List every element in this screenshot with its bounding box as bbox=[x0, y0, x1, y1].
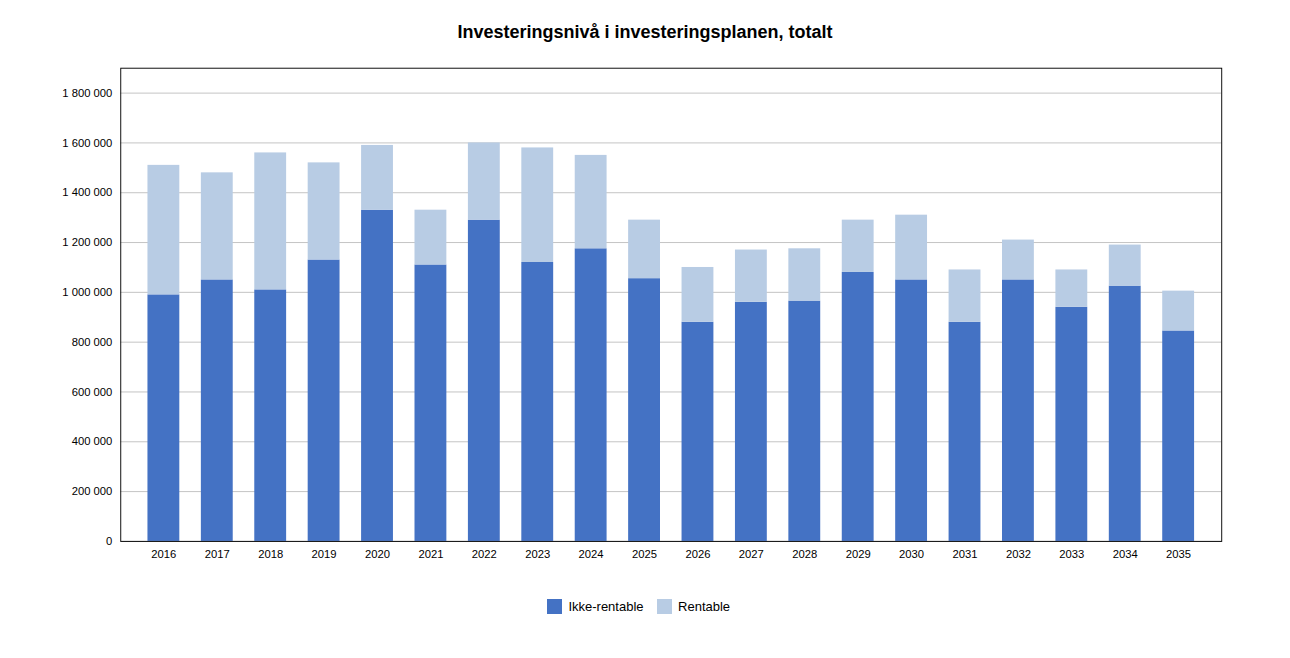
svg-text:2016: 2016 bbox=[151, 548, 176, 560]
svg-text:2031: 2031 bbox=[952, 548, 977, 560]
svg-text:1 200 000: 1 200 000 bbox=[62, 236, 112, 248]
svg-text:600 000: 600 000 bbox=[72, 386, 113, 398]
html-text:Investeringsnivå i investering: Investeringsnivå i investeringsplanen, t… bbox=[457, 22, 833, 42]
svg-text:2030: 2030 bbox=[899, 548, 924, 560]
svg-text:2026: 2026 bbox=[685, 548, 710, 560]
svg-text:2020: 2020 bbox=[365, 548, 390, 560]
svg-text:2017: 2017 bbox=[205, 548, 230, 560]
svg-text:0: 0 bbox=[106, 535, 112, 547]
html-text:Ikke-rentable: Ikke-rentable bbox=[568, 598, 644, 614]
svg-text:2019: 2019 bbox=[312, 548, 337, 560]
svg-text:1 400 000: 1 400 000 bbox=[62, 186, 112, 198]
svg-text:2027: 2027 bbox=[739, 548, 764, 560]
svg-text:2033: 2033 bbox=[1059, 548, 1084, 560]
svg-text:1 000 000: 1 000 000 bbox=[62, 286, 112, 298]
svg-text:2024: 2024 bbox=[579, 548, 604, 560]
svg-text:2021: 2021 bbox=[418, 548, 443, 560]
svg-text:200 000: 200 000 bbox=[72, 485, 113, 497]
svg-text:2034: 2034 bbox=[1113, 548, 1138, 560]
html-text:Rentable: Rentable bbox=[678, 598, 731, 614]
svg-text:800 000: 800 000 bbox=[72, 336, 113, 348]
svg-text:2023: 2023 bbox=[525, 548, 550, 560]
svg-text:2025: 2025 bbox=[632, 548, 657, 560]
svg-text:1 600 000: 1 600 000 bbox=[62, 137, 112, 149]
svg-text:2028: 2028 bbox=[792, 548, 817, 560]
svg-text:2022: 2022 bbox=[472, 548, 497, 560]
svg-text:1 800 000: 1 800 000 bbox=[62, 87, 112, 99]
svg-text:2029: 2029 bbox=[846, 548, 871, 560]
svg-text:2018: 2018 bbox=[258, 548, 283, 560]
svg-text:2032: 2032 bbox=[1006, 548, 1031, 560]
svg-text:400 000: 400 000 bbox=[72, 435, 113, 447]
svg-text:2035: 2035 bbox=[1166, 548, 1191, 560]
